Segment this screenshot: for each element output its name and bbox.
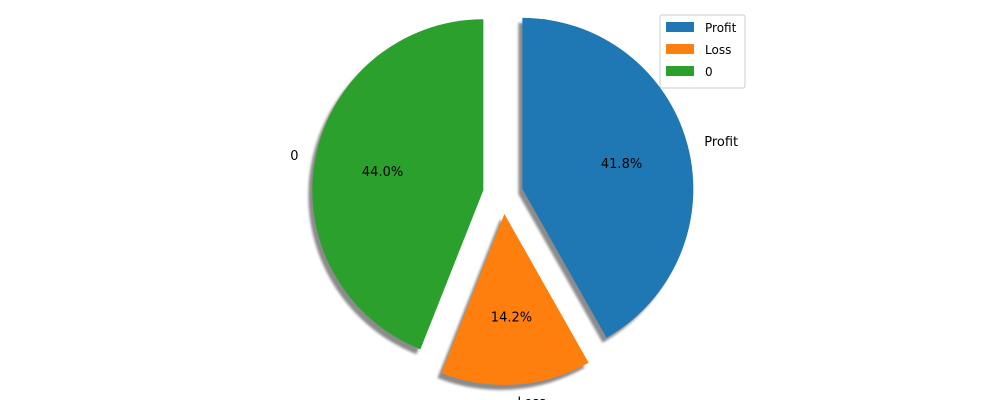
pie-slice-profit	[522, 17, 694, 338]
legend-label-loss: Loss	[705, 43, 731, 57]
pie-category-label-loss: Loss	[517, 396, 546, 400]
pie-percent-label-zero: 44.0%	[362, 165, 403, 180]
pie-percent-label-loss: 14.2%	[491, 310, 532, 325]
pie-slice-zero	[312, 19, 484, 350]
legend-label-profit: Profit	[705, 21, 737, 35]
label-layer: 41.8% Profit 14.2% Loss 44.0% 0	[290, 135, 738, 400]
legend: Profit Loss 0	[659, 14, 746, 89]
slice-layer	[312, 17, 694, 385]
pie-slice-loss	[441, 213, 589, 385]
pie-category-label-profit: Profit	[704, 135, 738, 150]
legend-swatch-loss	[666, 44, 694, 54]
pie-percent-label-profit: 41.8%	[601, 157, 642, 172]
legend-label-zero: 0	[705, 65, 713, 79]
legend-swatch-profit	[666, 22, 694, 32]
pie-category-label-zero: 0	[290, 149, 298, 164]
legend-swatch-zero	[666, 66, 694, 76]
